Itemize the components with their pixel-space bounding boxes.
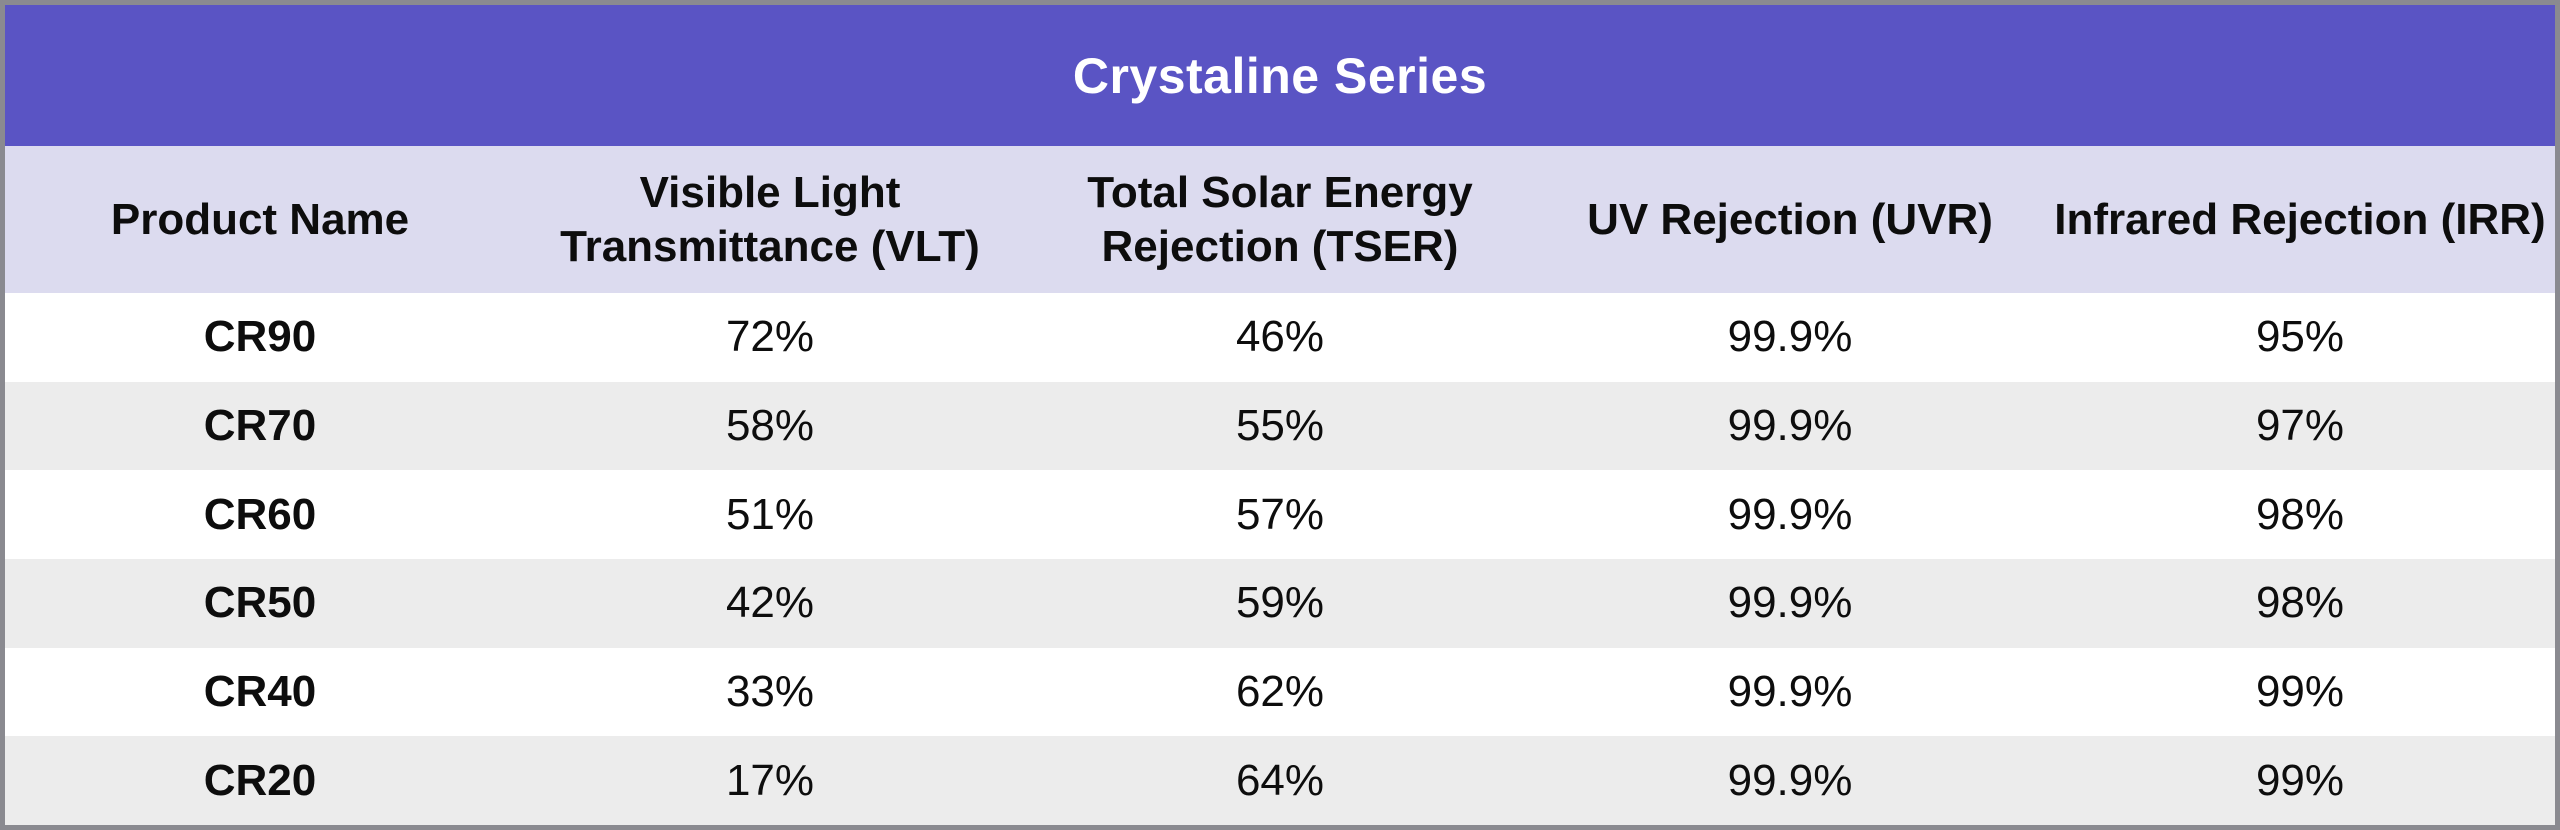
column-header-irr: Infrared Rejection (IRR) (2045, 146, 2555, 293)
cell-value: 72% (725, 312, 815, 362)
table-header-row: Product Name Visible Light Transmittance… (5, 146, 2555, 293)
cell-product: CR70 (5, 382, 515, 471)
cell-product: CR40 (5, 648, 515, 737)
cell-uvr: 99.9% (1535, 559, 2045, 648)
cell-value: CR90 (203, 312, 317, 362)
cell-value: 58% (725, 401, 815, 450)
cell-vlt: 58% (515, 382, 1025, 471)
cell-value: 57% (1235, 489, 1325, 539)
cell-irr: 97% (2045, 382, 2555, 471)
table-row: CR40 33% 62% 99.9% 99% (5, 647, 2555, 737)
cell-value: CR50 (203, 578, 317, 628)
cell-uvr: 99.9% (1535, 382, 2045, 471)
column-header-label: UV Rejection (UVR) (1587, 194, 1993, 244)
cell-value: CR60 (203, 489, 317, 539)
cell-value: 59% (1235, 578, 1325, 628)
table-title-band: Crystaline Series (5, 5, 2555, 146)
cell-value: 95% (2255, 312, 2345, 362)
cell-product: CR60 (5, 470, 515, 559)
cell-tser: 59% (1025, 559, 1535, 648)
cell-product: CR50 (5, 559, 515, 648)
cell-tser: 64% (1025, 736, 1535, 825)
cell-vlt: 17% (515, 736, 1025, 825)
cell-irr: 98% (2045, 470, 2555, 559)
table-row: CR90 72% 46% 99.9% 95% (5, 293, 2555, 382)
cell-product: CR20 (5, 736, 515, 825)
table-row: CR60 51% 57% 99.9% 98% (5, 470, 2555, 560)
cell-tser: 46% (1025, 293, 1535, 382)
cell-value: 99.9% (1727, 667, 1853, 717)
cell-value: CR40 (203, 667, 317, 717)
table-title: Crystaline Series (1072, 47, 1488, 104)
cell-tser: 57% (1025, 470, 1535, 559)
cell-tser: 62% (1025, 648, 1535, 737)
cell-irr: 99% (2045, 648, 2555, 737)
cell-value: 51% (725, 489, 815, 539)
cell-irr: 99% (2045, 736, 2555, 825)
column-header-product-name: Product Name (5, 146, 515, 293)
cell-tser: 55% (1025, 382, 1535, 471)
cell-value: 62% (1235, 667, 1325, 717)
cell-value: 97% (2255, 401, 2345, 450)
cell-value: 98% (2255, 489, 2345, 539)
cell-value: 99.9% (1727, 312, 1853, 362)
cell-value: 99.9% (1727, 401, 1853, 450)
column-header-vlt: Visible Light Transmittance (VLT) (515, 146, 1025, 293)
column-header-label: Visible Light Transmittance (VLT) (560, 167, 980, 271)
cell-value: 55% (1235, 401, 1325, 450)
cell-value: 42% (725, 578, 815, 628)
table-row: CR70 58% 55% 99.9% 97% (5, 381, 2555, 471)
table-row: CR50 42% 59% 99.9% 98% (5, 559, 2555, 648)
cell-value: 99% (2255, 667, 2345, 717)
cell-value: 46% (1235, 312, 1325, 362)
cell-irr: 95% (2045, 293, 2555, 382)
cell-value: 99.9% (1727, 755, 1853, 805)
cell-value: 17% (725, 755, 815, 805)
cell-uvr: 99.9% (1535, 293, 2045, 382)
cell-vlt: 72% (515, 293, 1025, 382)
cell-vlt: 33% (515, 648, 1025, 737)
cell-product: CR90 (5, 293, 515, 382)
cell-irr: 98% (2045, 559, 2555, 648)
cell-value: 99.9% (1727, 489, 1853, 539)
table-body: CR90 72% 46% 99.9% 95% CR70 58% 55% 99.9… (5, 293, 2555, 826)
column-header-label: Infrared Rejection (IRR) (2054, 194, 2546, 244)
cell-uvr: 99.9% (1535, 736, 2045, 825)
column-header-uvr: UV Rejection (UVR) (1535, 146, 2045, 293)
cell-vlt: 51% (515, 470, 1025, 559)
cell-value: 99.9% (1727, 578, 1853, 628)
column-header-tser: Total Solar Energy Rejection (TSER) (1025, 146, 1535, 293)
cell-value: 99% (2255, 755, 2345, 805)
cell-uvr: 99.9% (1535, 470, 2045, 559)
cell-value: CR20 (203, 755, 317, 805)
cell-value: CR70 (203, 401, 317, 450)
cell-value: 64% (1235, 755, 1325, 805)
column-header-label: Total Solar Energy Rejection (TSER) (1087, 167, 1473, 271)
cell-value: 33% (725, 667, 815, 717)
cell-uvr: 99.9% (1535, 648, 2045, 737)
cell-value: 98% (2255, 578, 2345, 628)
table-row: CR20 17% 64% 99.9% 99% (5, 736, 2555, 826)
cell-vlt: 42% (515, 559, 1025, 648)
column-header-label: Product Name (110, 194, 410, 244)
